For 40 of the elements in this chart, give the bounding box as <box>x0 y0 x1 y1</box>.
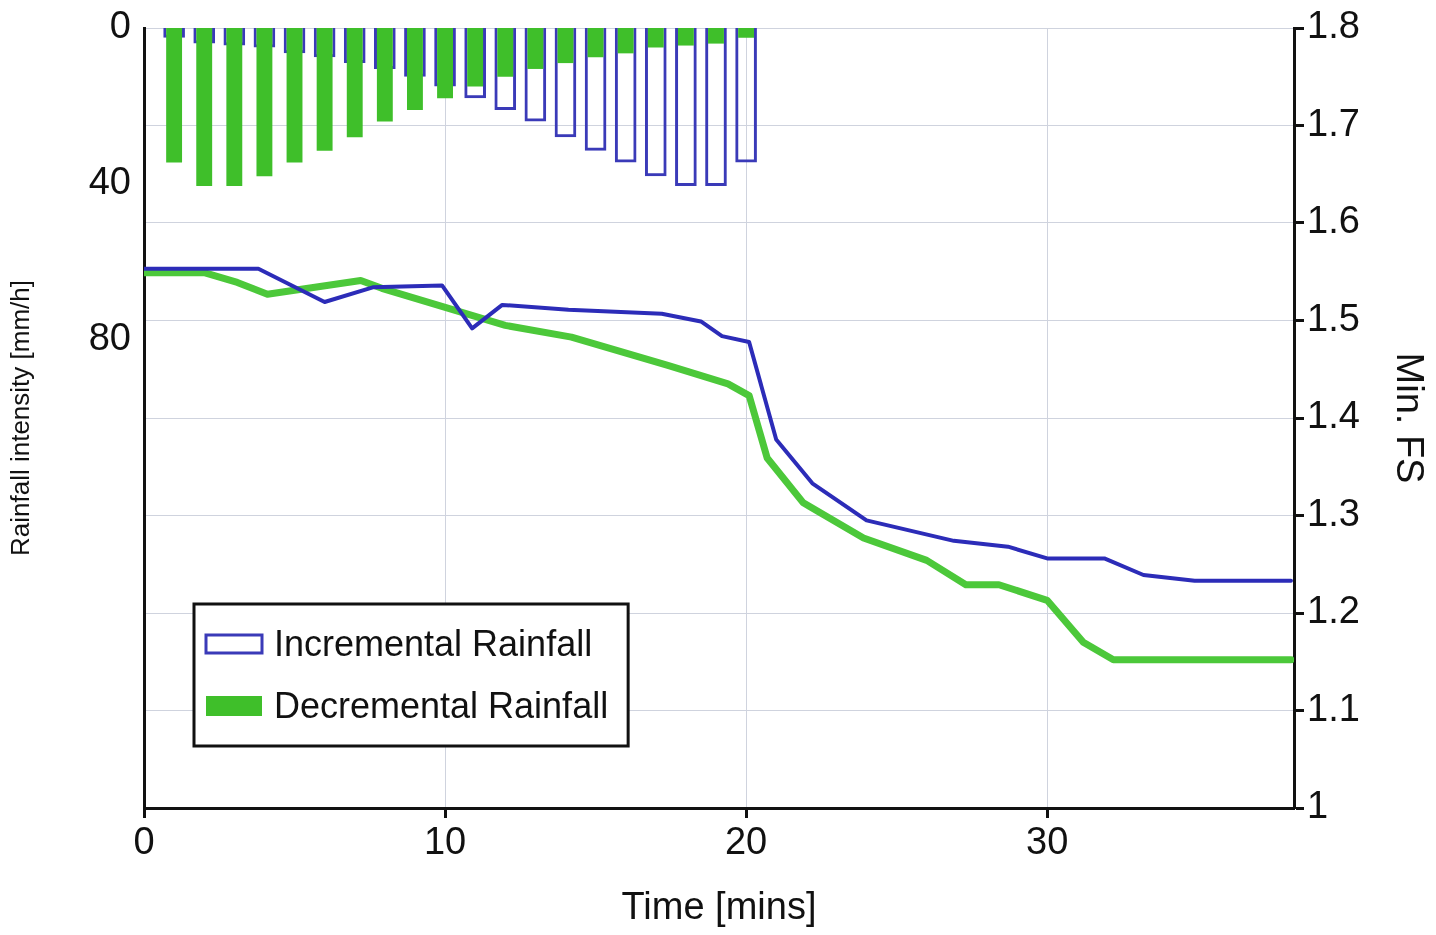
bar <box>226 28 243 186</box>
bar <box>256 28 273 177</box>
bar <box>166 28 183 163</box>
y2-tick-label: 1.3 <box>1307 491 1360 534</box>
legend-label: Incremental Rainfall <box>274 622 593 664</box>
y-axis-title: Rainfall intensity [mm/h] <box>4 280 35 556</box>
bar <box>617 28 634 54</box>
y2-tick-label: 1.5 <box>1307 296 1360 339</box>
y-tick-label: 0 <box>109 4 131 47</box>
x-tick-label: 20 <box>724 820 768 863</box>
bar <box>708 28 724 44</box>
y-tick-label: 80 <box>88 316 131 359</box>
bar <box>557 28 574 64</box>
bar <box>497 28 514 77</box>
bar <box>437 28 453 99</box>
x-axis-title: Time [mins] <box>621 884 817 927</box>
bar <box>647 28 664 48</box>
y2-tick-label: 1.6 <box>1307 199 1360 242</box>
bar <box>407 28 423 110</box>
y2-tick-label: 1.1 <box>1307 686 1360 729</box>
y2-tick-label: 1.2 <box>1307 589 1360 632</box>
bar <box>316 28 333 151</box>
bar <box>677 28 694 46</box>
y2-axis-title: Min. FS <box>1388 352 1431 484</box>
bar <box>738 28 755 38</box>
bar <box>527 28 544 69</box>
bar <box>286 28 303 163</box>
y2-tick-label: 1.7 <box>1307 101 1360 144</box>
y2-tick-label: 1.8 <box>1307 4 1360 47</box>
y2-tick-label: 1 <box>1307 784 1329 827</box>
legend-label: Decremental Rainfall <box>274 684 609 726</box>
y-tick-label: 40 <box>88 160 131 203</box>
bar <box>587 28 604 58</box>
bar <box>346 28 363 138</box>
bar <box>376 28 393 122</box>
bar <box>467 28 484 87</box>
bar <box>196 28 213 186</box>
x-tick-label: 30 <box>1026 820 1069 863</box>
x-tick-label: 10 <box>423 820 467 863</box>
y2-tick-label: 1.4 <box>1307 394 1360 437</box>
